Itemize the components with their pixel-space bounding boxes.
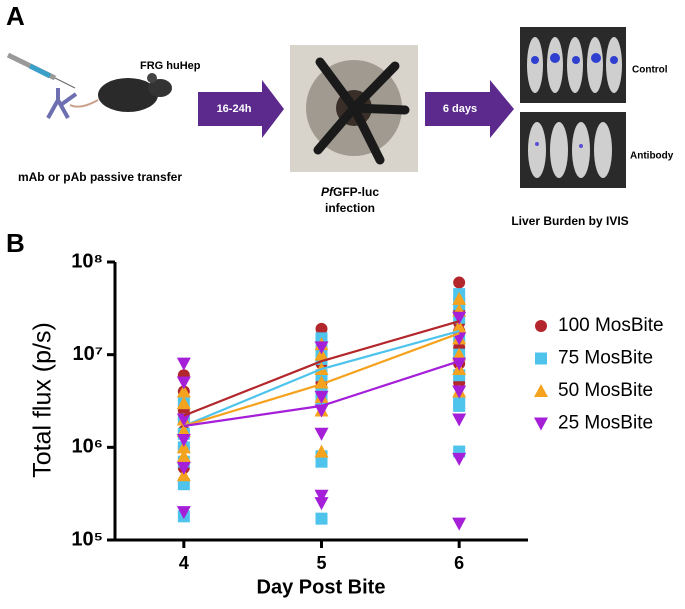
antibody-label: Antibody — [630, 151, 674, 162]
point — [176, 396, 191, 410]
x-tick-label: 5 — [316, 553, 326, 573]
point — [176, 384, 191, 398]
transfer-label: mAb or pAb passive transfer — [18, 170, 182, 184]
point — [315, 455, 328, 468]
ivis-label: Liver Burden by IVIS — [511, 214, 628, 228]
y-tick-label: 10⁷ — [73, 343, 104, 365]
legend-marker — [534, 417, 548, 431]
point — [452, 413, 467, 427]
point — [176, 461, 191, 475]
point — [452, 319, 467, 333]
point — [176, 413, 191, 427]
point — [176, 357, 191, 371]
point — [176, 506, 191, 520]
point — [315, 512, 328, 525]
point — [314, 390, 329, 404]
mean-line — [183, 320, 460, 417]
x-tick-label: 6 — [454, 553, 464, 573]
point — [453, 276, 466, 289]
infection-label-2: infection — [325, 201, 375, 215]
mean-line — [183, 360, 460, 428]
point — [452, 517, 467, 531]
legend-marker — [534, 384, 548, 397]
legend-marker — [535, 320, 547, 332]
x-tick-label: 4 — [179, 553, 189, 573]
ivis-control — [520, 27, 626, 103]
point — [314, 341, 329, 355]
antibody-icon — [46, 88, 78, 119]
legend-marker — [535, 352, 547, 365]
point — [452, 311, 467, 325]
point — [314, 427, 329, 441]
y-axis-label: Total flux (p/s) — [29, 322, 57, 478]
arrow — [198, 80, 284, 138]
legend-label: 75 MosBite — [558, 348, 653, 369]
point — [452, 347, 467, 361]
infection-label: PfGFP-luc — [321, 185, 379, 199]
point — [314, 444, 329, 458]
control-label: Control — [632, 65, 668, 76]
point — [452, 291, 467, 305]
point — [452, 357, 467, 371]
y-tick-label: 10⁶ — [72, 436, 103, 458]
ivis-antibody — [520, 112, 626, 188]
panel-label: B — [6, 228, 25, 258]
point — [314, 497, 329, 511]
point — [452, 385, 467, 399]
legend-label: 25 MosBite — [558, 413, 653, 434]
point — [314, 404, 329, 418]
legend-label: 50 MosBite — [558, 380, 653, 401]
point — [176, 376, 191, 390]
arrow — [425, 80, 514, 138]
point — [453, 399, 466, 412]
point — [314, 489, 329, 503]
point — [452, 452, 467, 466]
point — [176, 433, 191, 447]
mouse-label: FRG huHep — [140, 60, 201, 72]
x-axis-label: Day Post Bite — [257, 576, 386, 598]
panel-label: A — [6, 1, 25, 31]
mean-line — [183, 332, 460, 428]
y-tick-label: 10⁸ — [71, 250, 103, 272]
point — [176, 424, 191, 438]
infection-rest: GFP-luc — [333, 185, 379, 199]
syringe — [6, 52, 76, 89]
plot: 10⁵ 10⁶ 10⁷ 10⁸ 4 5 6 100 MosBite 75 MosBite 50 M… — [71, 250, 663, 572]
mean-line — [183, 329, 460, 427]
infection-italic: Pf — [321, 185, 334, 199]
arrow-label: 16-24h — [217, 103, 252, 115]
arrow-label: 6 days — [443, 103, 477, 115]
infection-photo — [290, 45, 418, 172]
legend-label: 100 MosBite — [558, 315, 664, 336]
mouse-icon — [69, 73, 172, 112]
y-tick-label: 10⁵ — [71, 528, 103, 550]
point — [176, 449, 191, 463]
